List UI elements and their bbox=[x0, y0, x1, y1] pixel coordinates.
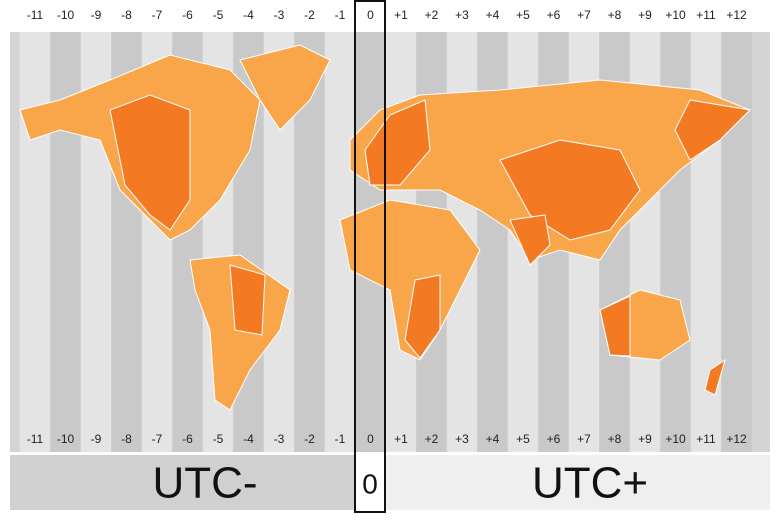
zone-label-bottom: -1 bbox=[335, 432, 346, 446]
zone-label-top: +12 bbox=[726, 8, 747, 22]
zone-label-bottom: +11 bbox=[696, 432, 716, 446]
zone-label-top: -11 bbox=[27, 8, 44, 22]
zone-label-bottom: +6 bbox=[547, 432, 561, 446]
zone-label-top: -1 bbox=[335, 8, 346, 22]
zone-label-top: +6 bbox=[547, 8, 561, 22]
zone-label-bottom: -7 bbox=[152, 432, 163, 446]
north-america-central bbox=[109, 94, 191, 231]
zone-labels: -11-11-10-10-9-9-8-8-7-7-6-6-5-5-4-4-3-3… bbox=[27, 8, 747, 446]
russia-east bbox=[674, 99, 752, 161]
zone-label-bottom: +12 bbox=[726, 432, 747, 446]
australia-west bbox=[599, 295, 631, 357]
zone-label-top: -9 bbox=[91, 8, 102, 22]
zone-label-top: +7 bbox=[577, 8, 591, 22]
zone-label-top: +11 bbox=[696, 8, 716, 22]
zone-label-bottom: 0 bbox=[367, 432, 374, 446]
europe bbox=[364, 99, 431, 186]
zone-label-bottom: +9 bbox=[638, 432, 652, 446]
footer-left-band bbox=[10, 455, 355, 510]
zone-label-top: +9 bbox=[638, 8, 652, 22]
utc-minus: UTC- bbox=[152, 459, 257, 508]
zone-label-bottom: +2 bbox=[425, 432, 439, 446]
zone-label-top: -2 bbox=[304, 8, 315, 22]
africa-south bbox=[404, 274, 441, 359]
zone-label-top: -10 bbox=[57, 8, 75, 22]
continents bbox=[19, 44, 752, 411]
zone-label-bottom: -3 bbox=[274, 432, 285, 446]
zone-label-bottom: +8 bbox=[608, 432, 622, 446]
zone-label-top: -3 bbox=[274, 8, 285, 22]
zone-label-top: +3 bbox=[455, 8, 469, 22]
greenland bbox=[239, 44, 331, 131]
zone-strip bbox=[19, 32, 51, 452]
zone-label-bottom: +5 bbox=[516, 432, 530, 446]
zone-strip bbox=[721, 32, 752, 452]
zero-zone-outline bbox=[354, 0, 386, 513]
zone-label-bottom: -5 bbox=[213, 432, 224, 446]
zone-label-top: +1 bbox=[394, 8, 408, 22]
zone-label-top: -6 bbox=[182, 8, 193, 22]
zone-label-top: -7 bbox=[152, 8, 163, 22]
footer-right-band bbox=[385, 455, 770, 510]
zone-label-bottom: +7 bbox=[577, 432, 591, 446]
utc-zero: 0 bbox=[362, 468, 378, 499]
zone-label-top: +8 bbox=[608, 8, 622, 22]
zone-label-bottom: +3 bbox=[455, 432, 469, 446]
zone-label-bottom: -9 bbox=[91, 432, 102, 446]
zone-label-bottom: +1 bbox=[394, 432, 408, 446]
zone-label-top: 0 bbox=[367, 8, 374, 22]
zone-label-top: -8 bbox=[121, 8, 132, 22]
zone-label-top: +10 bbox=[665, 8, 686, 22]
utc-plus: UTC+ bbox=[532, 459, 648, 508]
zone-label-bottom: +4 bbox=[486, 432, 500, 446]
zone-label-top: +5 bbox=[516, 8, 530, 22]
zone-label-bottom: -4 bbox=[243, 432, 254, 446]
zone-label-bottom: -10 bbox=[57, 432, 75, 446]
zone-label-bottom: -8 bbox=[121, 432, 132, 446]
zone-label-bottom: -6 bbox=[182, 432, 193, 446]
india bbox=[509, 214, 551, 266]
zone-label-bottom: -2 bbox=[304, 432, 315, 446]
zone-label-top: +4 bbox=[486, 8, 500, 22]
new-zealand bbox=[704, 358, 726, 396]
zone-label-top: -5 bbox=[213, 8, 224, 22]
south-america-central bbox=[229, 264, 266, 336]
zone-label-bottom: -11 bbox=[27, 432, 44, 446]
zone-label-bottom: +10 bbox=[665, 432, 686, 446]
south-america bbox=[189, 254, 291, 411]
zone-label-top: +2 bbox=[425, 8, 439, 22]
zone-label-top: -4 bbox=[243, 8, 254, 22]
